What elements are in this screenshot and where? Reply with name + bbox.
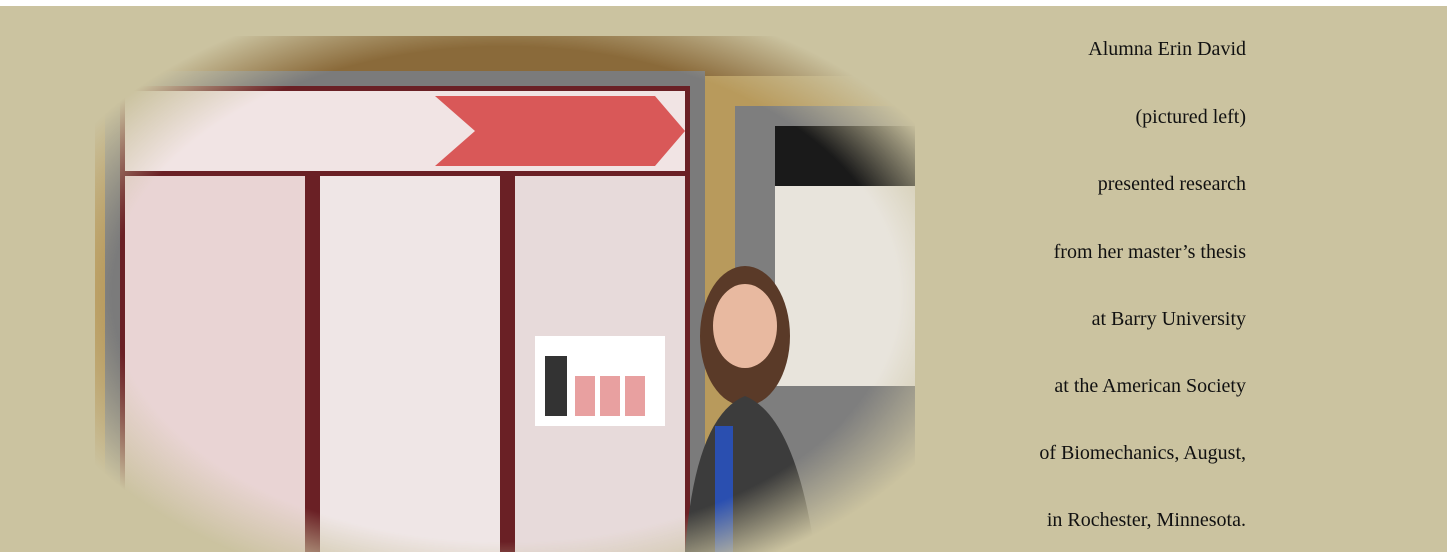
- caption-line: of Biomechanics, August,: [1039, 442, 1246, 464]
- caption-line: Alumna Erin David: [1088, 38, 1246, 60]
- caption-line: (pictured left): [1135, 106, 1247, 128]
- photo: [95, 36, 915, 552]
- caption-line: at Barry University: [1091, 308, 1246, 330]
- banner: Alumna Erin David (pictured left) presente…: [0, 6, 1447, 552]
- caption-line: presented research: [1097, 173, 1246, 195]
- caption-line: in Rochester, Minnesota.: [1046, 509, 1246, 531]
- caption-line: from her master’s thesis: [1053, 241, 1246, 263]
- caption-line: at the American Society: [1054, 375, 1246, 397]
